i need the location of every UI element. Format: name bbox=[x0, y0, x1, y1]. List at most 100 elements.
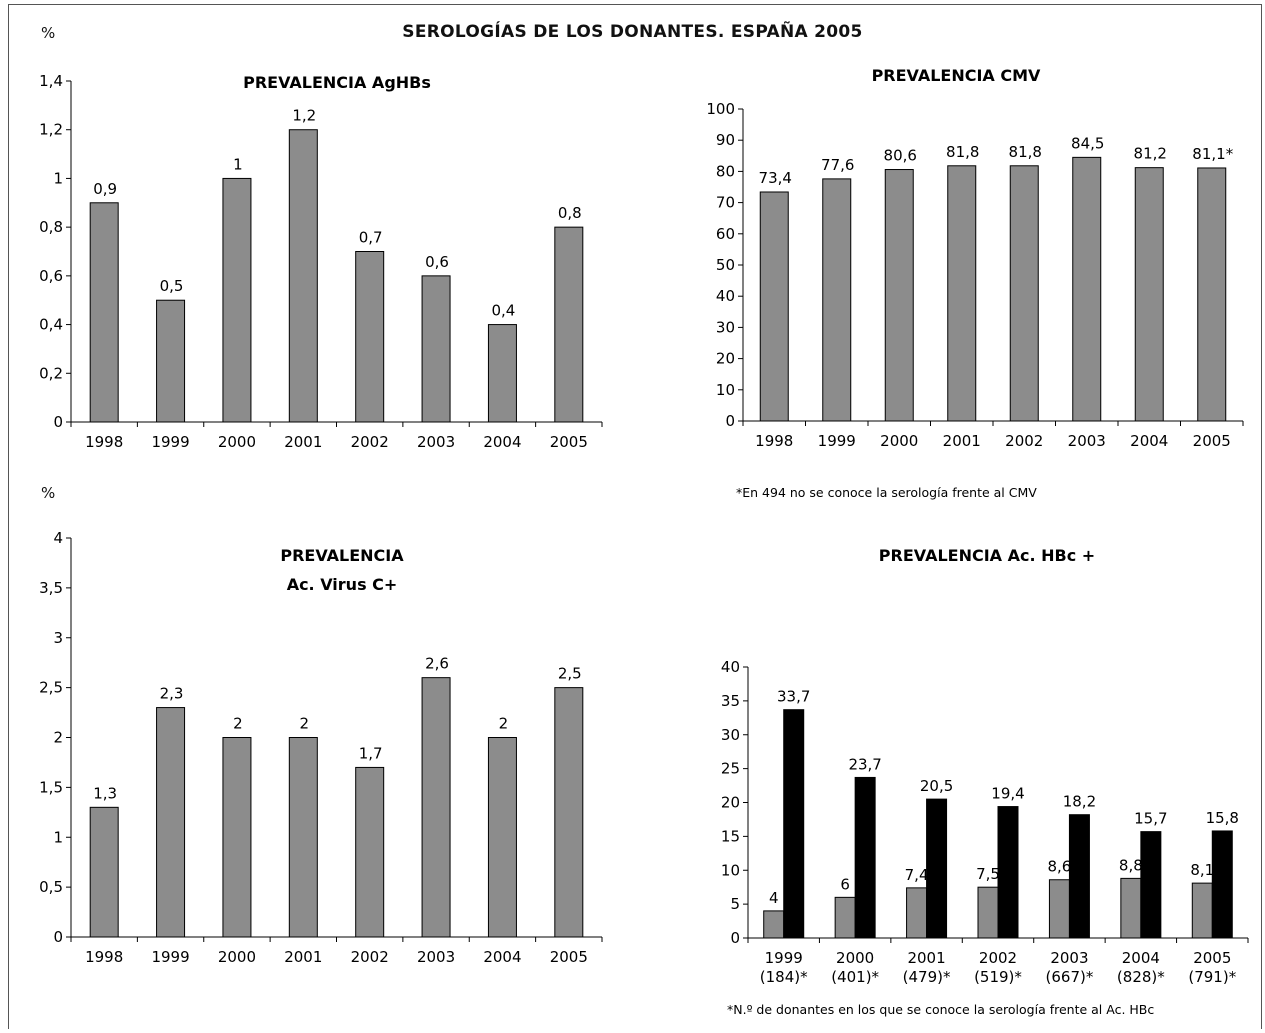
x-tick-label: 2005 bbox=[550, 948, 588, 966]
data-label: 33,7 bbox=[777, 688, 810, 706]
y-tick-label: 0 bbox=[730, 929, 740, 947]
bar bbox=[288, 129, 318, 423]
data-label: 15,7 bbox=[1134, 810, 1167, 828]
data-label: 0,8 bbox=[558, 204, 582, 222]
page-title: SEROLOGÍAS DE LOS DONANTES. ESPAÑA 2005 bbox=[402, 22, 863, 42]
data-label: 7,5 bbox=[976, 865, 1000, 883]
x-tick-label: 2002 bbox=[351, 433, 389, 451]
data-label: 2 bbox=[233, 715, 243, 733]
x-tick-sublabel: (667)* bbox=[1046, 968, 1094, 986]
bar bbox=[783, 709, 805, 939]
data-label: 8,6 bbox=[1047, 858, 1071, 876]
y-tick-label: 5 bbox=[730, 895, 740, 913]
y-tick-label: 30 bbox=[716, 318, 735, 336]
data-label: 4 bbox=[769, 889, 779, 907]
bar bbox=[554, 687, 584, 938]
chart-footnote: *En 494 no se conoce la serología frente… bbox=[736, 485, 1037, 500]
bar bbox=[763, 910, 785, 939]
data-label: 15,8 bbox=[1206, 809, 1239, 827]
y-tick-label: 0,6 bbox=[39, 267, 63, 285]
y-tick-label: 50 bbox=[716, 256, 735, 274]
bar bbox=[156, 707, 186, 938]
x-tick-sublabel: (828)* bbox=[1117, 968, 1165, 986]
bar bbox=[89, 806, 119, 938]
x-tick-label: 2005 bbox=[1193, 432, 1231, 450]
data-label: 6 bbox=[840, 875, 850, 893]
y-tick-label: 40 bbox=[721, 658, 740, 676]
y-tick-label: 0 bbox=[725, 412, 735, 430]
x-tick-label: 2003 bbox=[1068, 432, 1106, 450]
x-tick-label: 2004 bbox=[1130, 432, 1168, 450]
bar bbox=[822, 178, 852, 422]
data-label: 73,4 bbox=[759, 169, 792, 187]
bar bbox=[854, 776, 876, 939]
y-tick-label: 10 bbox=[721, 861, 740, 879]
bar bbox=[947, 165, 977, 422]
y-tick-label: 80 bbox=[716, 162, 735, 180]
x-tick-label: 2004 bbox=[1122, 949, 1160, 967]
bar bbox=[89, 202, 119, 423]
y-tick-label: 3 bbox=[53, 629, 63, 647]
data-label: 0,5 bbox=[160, 277, 184, 295]
chart-cmv: PREVALENCIA CMV 0 10 20 30 40 50 60 70 80 90 100 199… bbox=[706, 66, 1244, 500]
chart-aghbs: PREVALENCIA AgHBs 0 0,2 0,4 0,6 0,8 1 1,2 1,4 199… bbox=[39, 72, 603, 451]
y-tick-label: 0,4 bbox=[39, 316, 63, 334]
x-tick-label: 2004 bbox=[483, 433, 521, 451]
x-tick-label: 2003 bbox=[417, 948, 455, 966]
y-tick-label: 1 bbox=[53, 828, 63, 846]
data-label: 0,6 bbox=[425, 253, 449, 271]
x-tick-label: 1999 bbox=[765, 949, 803, 967]
x-tick-label: 2001 bbox=[284, 433, 322, 451]
bar bbox=[1009, 165, 1039, 422]
y-tick-label: 70 bbox=[716, 194, 735, 212]
x-tick-label: 2005 bbox=[550, 433, 588, 451]
data-label: 0,7 bbox=[359, 229, 383, 247]
y-tick-label: 15 bbox=[721, 827, 740, 845]
x-tick-label: 2000 bbox=[836, 949, 874, 967]
x-tick-label: 1998 bbox=[755, 432, 793, 450]
percent-label-bottom: % bbox=[41, 484, 56, 502]
bar bbox=[884, 169, 914, 422]
chart-title: PREVALENCIA AgHBs bbox=[243, 73, 431, 92]
bar bbox=[977, 886, 999, 939]
x-tick-label: 2002 bbox=[1005, 432, 1043, 450]
data-label: 77,6 bbox=[821, 156, 854, 174]
x-tick-label: 2003 bbox=[1050, 949, 1088, 967]
y-tick-label: 90 bbox=[716, 131, 735, 149]
x-tick-label: 1999 bbox=[151, 433, 189, 451]
x-tick-label: 2004 bbox=[483, 948, 521, 966]
bar bbox=[421, 677, 451, 938]
bar bbox=[1072, 156, 1102, 422]
y-tick-label: 2 bbox=[53, 729, 63, 747]
bar bbox=[1068, 814, 1090, 939]
bar bbox=[997, 806, 1019, 939]
data-label: 2 bbox=[499, 715, 509, 733]
data-label: 81,2 bbox=[1134, 145, 1167, 163]
data-label: 20,5 bbox=[920, 777, 953, 795]
y-tick-label: 10 bbox=[716, 381, 735, 399]
bar bbox=[288, 737, 318, 938]
data-label: 1 bbox=[233, 155, 243, 173]
x-tick-label: 2001 bbox=[907, 949, 945, 967]
data-label: 80,6 bbox=[884, 147, 917, 165]
y-tick-label: 1,4 bbox=[39, 72, 63, 90]
bar bbox=[1140, 831, 1162, 939]
x-tick-label: 1999 bbox=[818, 432, 856, 450]
data-label: 7,4 bbox=[905, 866, 929, 884]
y-tick-label: 20 bbox=[721, 794, 740, 812]
data-label: 2,5 bbox=[558, 665, 582, 683]
y-tick-label: 30 bbox=[721, 726, 740, 744]
data-label: 8,8 bbox=[1119, 856, 1143, 874]
bar bbox=[1191, 882, 1213, 939]
bar bbox=[1134, 167, 1164, 422]
y-tick-label: 0,5 bbox=[39, 878, 63, 896]
bar bbox=[421, 275, 451, 423]
x-tick-label: 1998 bbox=[85, 948, 123, 966]
data-label: 2,6 bbox=[425, 655, 449, 673]
y-tick-label: 60 bbox=[716, 225, 735, 243]
y-tick-label: 40 bbox=[716, 287, 735, 305]
x-tick-label: 2002 bbox=[351, 948, 389, 966]
chart-hbc: PREVALENCIA Ac. HBc + 0 5 10 15 20 25 30 35 40 199… bbox=[721, 546, 1249, 1017]
bar bbox=[1048, 879, 1070, 939]
y-tick-label: 35 bbox=[721, 692, 740, 710]
